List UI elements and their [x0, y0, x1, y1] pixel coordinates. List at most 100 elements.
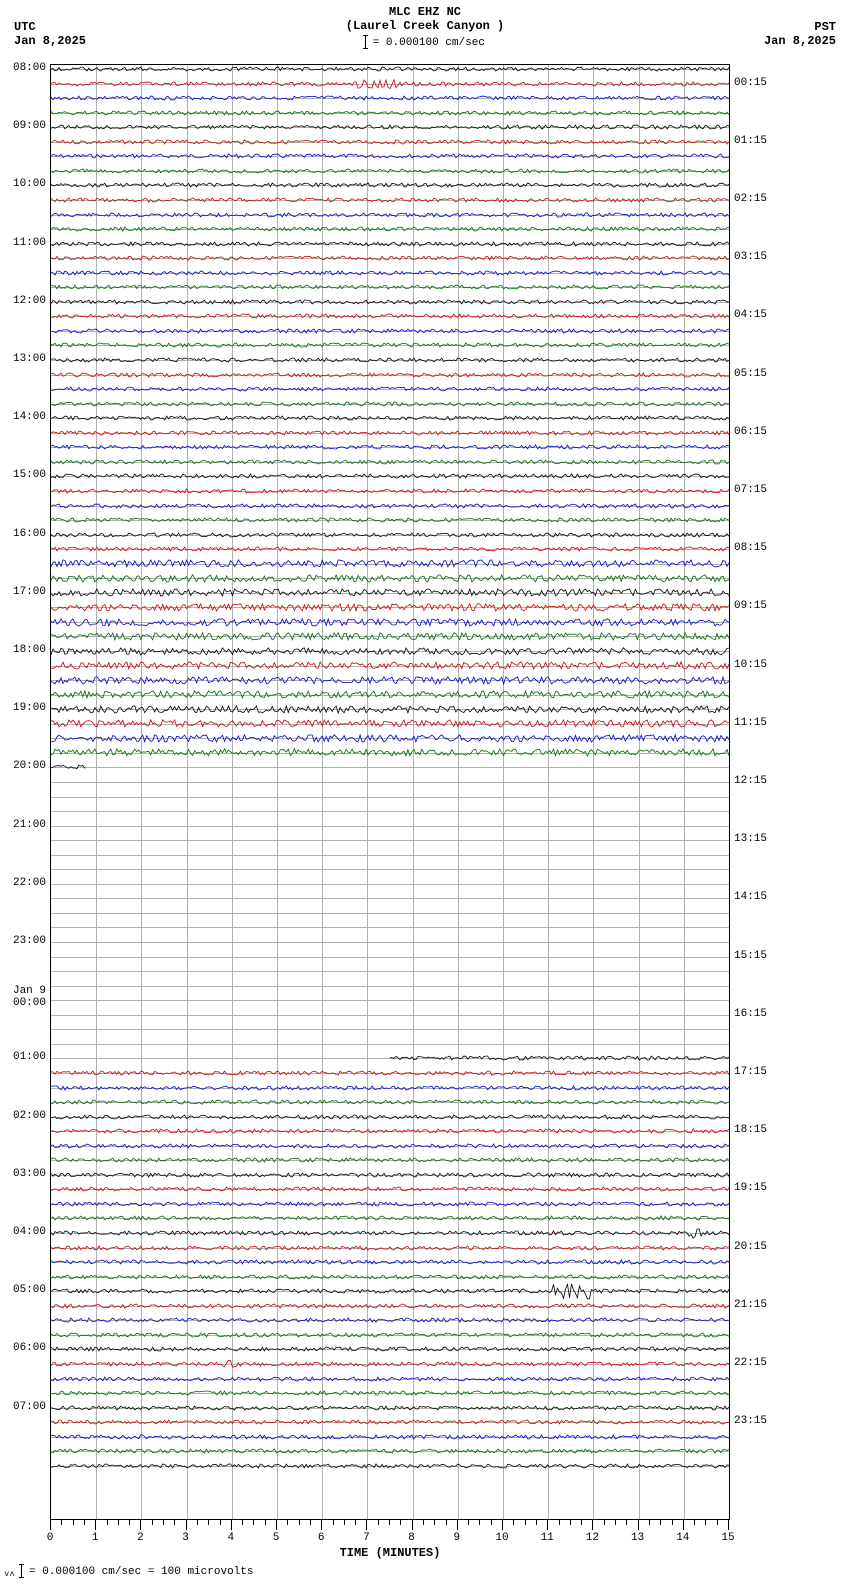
- pst-hour-label: 23:15: [734, 1415, 767, 1427]
- scale-bar-icon: [365, 35, 366, 49]
- pst-hour-label: 20:15: [734, 1241, 767, 1253]
- x-tick-minor: [310, 1520, 311, 1525]
- x-tick-minor: [107, 1520, 108, 1525]
- x-tick-minor: [649, 1520, 650, 1525]
- utc-hour-label: 02:00: [13, 1110, 46, 1122]
- grid-horizontal: [51, 797, 729, 798]
- utc-hour-label: 10:00: [13, 178, 46, 190]
- grid-horizontal: [51, 811, 729, 812]
- x-tick-major: [457, 1520, 458, 1530]
- x-tick-minor: [208, 1520, 209, 1525]
- utc-hour-label: 05:00: [13, 1284, 46, 1296]
- seismogram-page: MLC EHZ NC (Laurel Creek Canyon ) = 0.00…: [0, 0, 850, 1584]
- x-tick-label: 4: [227, 1532, 234, 1544]
- pst-hour-label: 00:15: [734, 77, 767, 89]
- pst-hour-label: 09:15: [734, 600, 767, 612]
- pst-hour-label: 17:15: [734, 1066, 767, 1078]
- utc-hour-label: 12:00: [13, 295, 46, 307]
- x-tick-minor: [570, 1520, 571, 1525]
- x-tick-major: [366, 1520, 367, 1530]
- date-right: Jan 8,2025: [764, 34, 836, 48]
- x-tick-major: [321, 1520, 322, 1530]
- seismic-trace: [51, 1456, 729, 1476]
- pst-hour-label: 22:15: [734, 1357, 767, 1369]
- pst-hour-label: 15:15: [734, 950, 767, 962]
- utc-hour-label: 15:00: [13, 469, 46, 481]
- x-tick-minor: [299, 1520, 300, 1525]
- utc-hour-label: 18:00: [13, 644, 46, 656]
- x-tick-minor: [525, 1520, 526, 1525]
- pst-hour-label: 08:15: [734, 542, 767, 554]
- x-tick-label: 14: [676, 1532, 689, 1544]
- pst-hour-label: 16:15: [734, 1008, 767, 1020]
- grid-horizontal: [51, 986, 729, 987]
- x-tick-minor: [355, 1520, 356, 1525]
- x-tick-minor: [84, 1520, 85, 1525]
- grid-horizontal: [51, 1000, 729, 1001]
- x-tick-label: 12: [586, 1532, 599, 1544]
- x-tick-minor: [220, 1520, 221, 1525]
- grid-horizontal: [51, 971, 729, 972]
- grid-horizontal: [51, 826, 729, 827]
- x-tick-minor: [694, 1520, 695, 1525]
- grid-horizontal: [51, 840, 729, 841]
- pst-hour-label: 11:15: [734, 717, 767, 729]
- x-tick-label: 5: [273, 1532, 280, 1544]
- x-tick-major: [502, 1520, 503, 1530]
- x-tick-minor: [400, 1520, 401, 1525]
- station-location: (Laurel Creek Canyon ): [0, 19, 850, 33]
- x-tick-major: [683, 1520, 684, 1530]
- grid-horizontal: [51, 855, 729, 856]
- pst-hour-label: 10:15: [734, 659, 767, 671]
- x-tick-minor: [287, 1520, 288, 1525]
- x-tick-minor: [73, 1520, 74, 1525]
- utc-hour-label: 17:00: [13, 586, 46, 598]
- x-tick-major: [140, 1520, 141, 1530]
- grid-horizontal: [51, 927, 729, 928]
- grid-horizontal: [51, 942, 729, 943]
- scale-bar-icon: [21, 1564, 22, 1578]
- utc-hour-label: 22:00: [13, 877, 46, 889]
- helicorder-plot: [50, 64, 730, 1520]
- pst-hour-label: 05:15: [734, 368, 767, 380]
- x-tick-label: 10: [495, 1532, 508, 1544]
- x-tick-label: 11: [541, 1532, 554, 1544]
- x-tick-major: [95, 1520, 96, 1530]
- pst-hour-label: 18:15: [734, 1124, 767, 1136]
- x-tick-minor: [333, 1520, 334, 1525]
- pst-hour-label: 06:15: [734, 426, 767, 438]
- utc-hour-label: 14:00: [13, 411, 46, 423]
- grid-horizontal: [51, 1029, 729, 1030]
- utc-hour-label: 21:00: [13, 819, 46, 831]
- x-tick-minor: [197, 1520, 198, 1525]
- x-axis: TIME (MINUTES) 0123456789101112131415: [50, 1520, 730, 1560]
- timezone-left: UTC: [14, 20, 36, 34]
- grid-horizontal: [51, 782, 729, 783]
- x-tick-major: [276, 1520, 277, 1530]
- date-left: Jan 8,2025: [14, 34, 86, 48]
- x-tick-label: 13: [631, 1532, 644, 1544]
- pst-hour-label: 19:15: [734, 1182, 767, 1194]
- x-tick-minor: [672, 1520, 673, 1525]
- x-tick-minor: [479, 1520, 480, 1525]
- x-tick-minor: [163, 1520, 164, 1525]
- pst-hour-label: 07:15: [734, 484, 767, 496]
- x-tick-minor: [265, 1520, 266, 1525]
- utc-hour-label: 08:00: [13, 62, 46, 74]
- utc-hour-label: 09:00: [13, 120, 46, 132]
- x-tick-minor: [559, 1520, 560, 1525]
- pst-hour-label: 14:15: [734, 891, 767, 903]
- x-tick-minor: [615, 1520, 616, 1525]
- x-tick-minor: [344, 1520, 345, 1525]
- x-tick-label: 7: [363, 1532, 370, 1544]
- x-tick-minor: [61, 1520, 62, 1525]
- x-tick-minor: [660, 1520, 661, 1525]
- x-tick-minor: [581, 1520, 582, 1525]
- x-tick-minor: [626, 1520, 627, 1525]
- x-tick-major: [412, 1520, 413, 1530]
- x-tick-major: [592, 1520, 593, 1530]
- pst-hour-label: 04:15: [734, 309, 767, 321]
- x-tick-minor: [152, 1520, 153, 1525]
- x-tick-minor: [536, 1520, 537, 1525]
- x-tick-minor: [118, 1520, 119, 1525]
